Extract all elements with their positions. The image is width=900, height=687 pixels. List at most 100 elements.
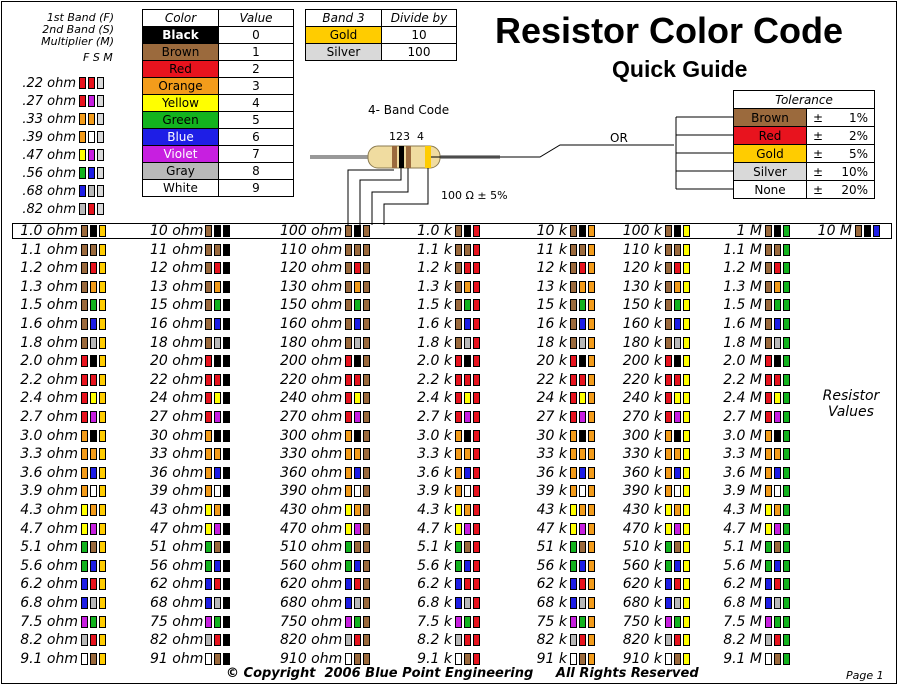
band-swatch xyxy=(223,615,230,628)
resistor-value-label: 220 k xyxy=(622,371,662,388)
band-swatch xyxy=(765,411,772,423)
band-swatch xyxy=(99,373,106,386)
band-swatch xyxy=(665,597,672,609)
sub-ohm-row: .47 ohm xyxy=(18,148,106,163)
resistor-value-label: 6.8 k xyxy=(417,595,452,611)
resistor-value-label: 5.6 M xyxy=(723,557,762,574)
resistor-value-cell: 24 ohm xyxy=(150,390,232,408)
band-swatch xyxy=(683,615,690,628)
resistor-value-label: 1 M xyxy=(736,223,762,239)
resistor-value-label: 3.9 ohm xyxy=(20,483,78,500)
resistor-value-cell: 56 ohm xyxy=(150,558,232,576)
band-swatch xyxy=(455,243,462,256)
band-swatch xyxy=(683,280,690,293)
band-swatch xyxy=(205,225,212,237)
band-swatch xyxy=(570,652,577,665)
band-swatch xyxy=(363,262,370,275)
resistor-value-label: 160 k xyxy=(622,316,662,332)
resistor-value-cell: 2.4 ohm xyxy=(16,390,108,408)
band-swatch xyxy=(674,466,681,479)
band-swatch xyxy=(783,280,790,293)
resistor-value-label: 1.3 k xyxy=(417,278,452,295)
band-swatch xyxy=(99,336,106,349)
band-swatch xyxy=(683,578,690,591)
band-swatch xyxy=(90,225,97,237)
band-swatch xyxy=(665,634,672,647)
band-swatch xyxy=(214,597,221,609)
resistor-value-cell: 6.8 k xyxy=(410,595,482,613)
band-swatch xyxy=(774,429,781,442)
resistor-value-label: 56 k xyxy=(536,557,567,574)
band-swatch xyxy=(473,652,480,665)
resistor-value-cell: 3.6 M xyxy=(720,465,792,483)
resistor-value-cell: 3.0 k xyxy=(410,428,482,446)
band-swatch xyxy=(81,299,88,312)
band-swatch xyxy=(90,318,97,330)
resistor-value-label: 8.2 k xyxy=(417,632,452,649)
band-swatch xyxy=(354,243,361,256)
band-swatch xyxy=(363,355,370,368)
band-swatch xyxy=(774,225,781,237)
band-swatch xyxy=(455,411,462,423)
band-swatch xyxy=(88,149,95,161)
band-swatch xyxy=(99,299,106,312)
resistor-value-cell: 4.7 ohm xyxy=(16,521,108,539)
band-swatch xyxy=(674,299,681,312)
band-swatch xyxy=(683,466,690,479)
band-swatch xyxy=(363,318,370,330)
resistor-value-label: 30 k xyxy=(536,427,567,444)
band-swatch xyxy=(205,299,212,312)
band-swatch xyxy=(855,225,862,237)
copyright: © Copyright 2006 Blue Point Engineering … xyxy=(226,666,699,681)
band-swatch xyxy=(783,652,790,665)
band-swatch xyxy=(683,522,690,535)
sub-ohm-row: .68 ohm xyxy=(18,184,106,199)
resistor-value-cell: 62 ohm xyxy=(150,576,232,594)
resistor-value-label: 510 k xyxy=(622,539,662,556)
resistor-value-label: 1.8 k xyxy=(417,334,452,351)
resistor-value-cell: 22 k xyxy=(525,372,597,390)
band-swatch xyxy=(765,243,772,256)
resistor-value-cell: 270 k xyxy=(620,409,692,427)
band-swatch xyxy=(363,225,370,237)
band-swatch xyxy=(81,225,88,237)
resistor-value-cell: 3.3 k xyxy=(410,446,482,464)
resistor-value-label: 470 k xyxy=(622,520,662,537)
band-swatch xyxy=(354,392,361,405)
resistor-value-label: 2.7 k xyxy=(417,409,452,425)
band-swatch xyxy=(205,559,212,572)
band-swatch xyxy=(765,485,772,498)
resistor-value-cell: 51 ohm xyxy=(150,539,232,557)
band-swatch xyxy=(579,504,586,516)
resistor-value-label: 36 ohm xyxy=(150,464,204,481)
band-swatch xyxy=(588,466,595,479)
color-row: Red 2 xyxy=(142,60,294,78)
band-swatch xyxy=(588,262,595,275)
resistor-value-cell: 9.1 M xyxy=(720,651,792,669)
resistor-value-cell: 390 ohm xyxy=(280,483,372,501)
band-swatch xyxy=(570,634,577,647)
band-swatch xyxy=(90,634,97,647)
color-value: 4 xyxy=(218,94,294,112)
band-swatch xyxy=(99,559,106,572)
color-name: Orange xyxy=(142,77,219,95)
band-swatch xyxy=(570,597,577,609)
resistor-value-cell: 1.8 ohm xyxy=(16,335,108,353)
resistor-value-cell: 5.6 k xyxy=(410,558,482,576)
resistor-value-label: 6.2 M xyxy=(723,576,762,593)
band-swatch xyxy=(345,429,352,442)
resistor-value-label: 30 ohm xyxy=(150,427,204,444)
band-swatch xyxy=(464,262,471,275)
band-swatch xyxy=(99,318,106,330)
band-swatch xyxy=(579,578,586,591)
resistor-value-label: 51 k xyxy=(536,539,567,556)
band-swatch xyxy=(223,504,230,516)
resistor-value-label: 1.2 k xyxy=(417,260,452,277)
band-swatch xyxy=(81,652,88,665)
band-swatch xyxy=(345,522,352,535)
resistor-value-label: 8.2 ohm xyxy=(20,632,78,649)
band-swatch xyxy=(683,652,690,665)
ten-meg-cell: 10 M xyxy=(806,223,882,241)
band-swatch xyxy=(674,485,681,498)
band-swatch xyxy=(345,299,352,312)
